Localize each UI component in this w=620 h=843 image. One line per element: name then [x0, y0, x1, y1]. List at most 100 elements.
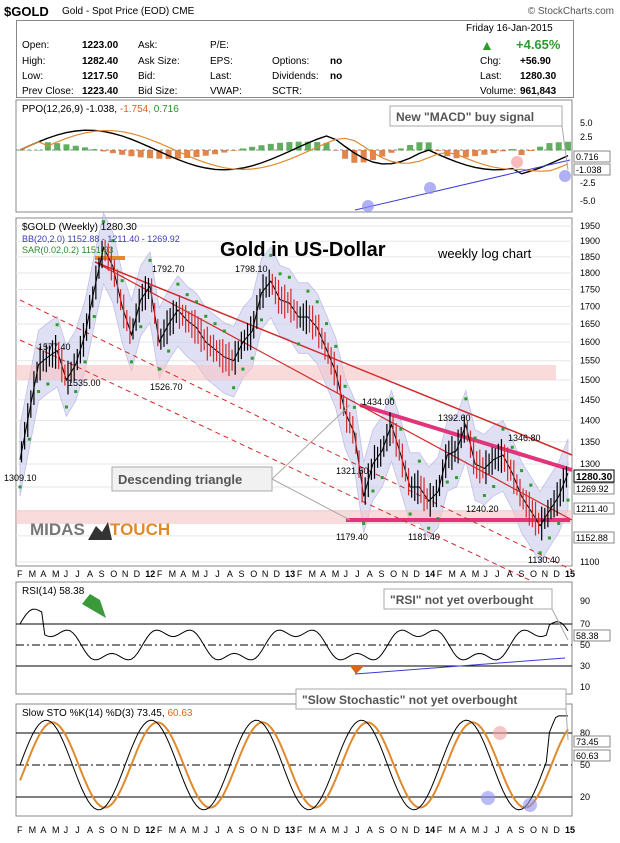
month-tick: N: [262, 825, 269, 835]
sar-dot: [55, 323, 59, 327]
month-tick: F: [17, 825, 23, 835]
price-tag-bblow-text: 1152.88: [576, 533, 608, 543]
month-tick: 14: [425, 569, 435, 579]
ppo-hist-bar: [379, 150, 386, 157]
ppo-hist-bar: [212, 150, 219, 155]
month-tick: J: [215, 569, 220, 579]
y-tick-label: 1700: [580, 302, 600, 312]
price-tag-last-text: 1280.30: [576, 472, 613, 483]
month-tick: J: [355, 825, 360, 835]
month-tick: M: [308, 569, 316, 579]
ppo-tag-1: [573, 150, 611, 163]
month-tick: A: [367, 569, 373, 579]
sto-tick-80: 80: [580, 728, 590, 738]
rsi-tag-text: 58.38: [576, 631, 599, 641]
ppo-tick-m2.5: -2.5: [580, 178, 596, 188]
price-tag-bbmid: [573, 502, 615, 515]
rsi-tick-30: 30: [580, 661, 590, 671]
month-tick: D: [413, 569, 420, 579]
sto-annotation-box: [295, 688, 567, 710]
sar-dot: [362, 521, 366, 525]
sar-dot: [455, 476, 459, 480]
sar-dot: [529, 483, 533, 487]
month-tick: M: [448, 825, 456, 835]
month-tick: A: [367, 825, 373, 835]
sto-tag-2: [573, 749, 611, 762]
month-tick: F: [437, 825, 443, 835]
chart-subtitle: weekly log chart: [437, 246, 532, 261]
month-tick: J: [355, 569, 360, 579]
month-tick: M: [472, 569, 480, 579]
bull-logo-icon: [88, 522, 112, 540]
month-tick: J: [483, 569, 488, 579]
month-tick: M: [52, 569, 60, 579]
month-tick: F: [157, 825, 163, 835]
month-tick: J: [75, 825, 80, 835]
month-tick: M: [169, 825, 177, 835]
ppo-line: [19, 129, 569, 175]
month-tick: A: [507, 825, 513, 835]
sar-dot: [436, 517, 440, 521]
ppo-hist-bar: [462, 150, 469, 158]
month-tick: M: [472, 825, 480, 835]
price-label: 1535.00: [68, 378, 101, 388]
price-label: 1577.40: [38, 342, 71, 352]
quote-label-pe: P/E:: [210, 40, 229, 51]
month-tick: F: [297, 569, 303, 579]
quote-label-vwap: VWAP:: [210, 86, 242, 97]
sar-dot: [167, 349, 171, 353]
logo-touch: TOUCH: [110, 520, 170, 539]
sto-marker-3: [523, 798, 537, 812]
month-tick: A: [507, 569, 513, 579]
ppo-marker-4: [559, 170, 571, 182]
sto-marker-1: [493, 726, 507, 740]
month-tick: 12: [145, 825, 155, 835]
y-tick-label: 1950: [580, 221, 600, 231]
price-label: 1392.60: [438, 413, 471, 423]
ppo-hist-bar: [565, 141, 571, 151]
month-tick: O: [530, 569, 537, 579]
month-tick: A: [180, 569, 186, 579]
logo-midas: MIDAS: [30, 520, 85, 539]
month-tick: M: [169, 569, 177, 579]
ppo-hist-bar: [397, 148, 404, 151]
sar-dot: [259, 318, 263, 322]
sar-dot: [464, 397, 468, 401]
quote-label-sctr: SCTR:: [272, 86, 302, 97]
quote-panel: [16, 20, 574, 98]
last-value: 1280.30: [520, 71, 557, 82]
price-label: 1179.40: [336, 532, 368, 542]
sar-dot: [241, 367, 245, 371]
rsi-oversold-fill: [350, 666, 364, 674]
sar-dot: [492, 484, 496, 488]
ppo-hist-bar: [332, 150, 339, 151]
sar-dot: [37, 390, 41, 394]
sar-dot: [399, 427, 403, 431]
sar-dot: [269, 253, 273, 257]
y-tick-label: 1300: [580, 459, 600, 469]
pattern-label: Descending triangle: [118, 472, 242, 487]
ppo-hist-bar: [174, 150, 181, 159]
rsi-tick-50: 50: [580, 640, 590, 650]
sar-dot: [380, 476, 384, 480]
quote-label-asksize: Ask Size:: [138, 56, 180, 67]
price-tag-bbup-text: 1269.92: [576, 484, 609, 494]
pattern-pointer-2: [271, 478, 351, 521]
ppo-tick-2.5: 2.5: [580, 132, 593, 142]
month-tick: S: [99, 825, 105, 835]
pattern-pointer-1: [271, 404, 351, 480]
ppo-hist-bar: [100, 150, 107, 152]
ppo-hist-bar: [63, 144, 70, 151]
month-tick: O: [110, 569, 117, 579]
sar-dot: [325, 322, 329, 326]
month-tick: F: [157, 569, 163, 579]
sar-dot: [343, 384, 347, 388]
month-tick: J: [64, 569, 69, 579]
ppo-label: PPO(12,26,9) -1.038, -1.754, 0.716: [22, 104, 179, 115]
symbol: $GOLD: [4, 4, 49, 19]
bb-label: BB(20,2.0) 1152.88 - 1211.40 - 1269.92: [22, 234, 180, 244]
rsi-label: RSI(14) 58.38: [22, 586, 85, 597]
ppo-hist-bar: [147, 150, 154, 159]
price-label: 1346.80: [508, 433, 541, 443]
sto-annotation-pointer: [565, 708, 569, 741]
